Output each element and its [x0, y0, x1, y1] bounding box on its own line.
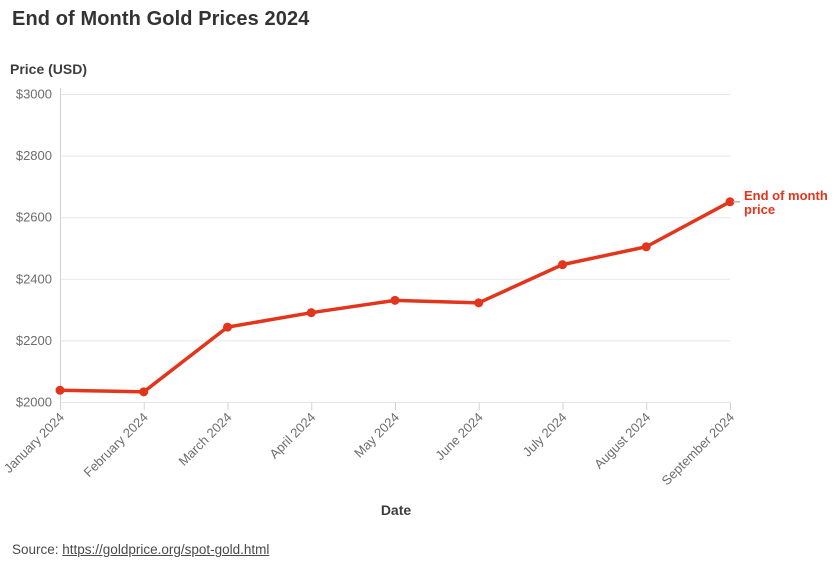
data-point — [390, 295, 400, 305]
y-tick-label: $2600 — [16, 210, 52, 225]
x-tick-label: September 2024 — [659, 410, 738, 489]
x-axis-title: Date — [380, 502, 412, 518]
data-point — [474, 298, 484, 308]
x-tick-label: March 2024 — [175, 410, 234, 469]
x-tick-label-group: August 2024 — [591, 410, 653, 472]
data-point — [725, 197, 735, 207]
data-point — [306, 308, 316, 318]
x-tick-label-group: May 2024 — [351, 410, 402, 461]
source-link[interactable]: https://goldprice.org/spot-gold.html — [62, 542, 270, 557]
x-tick-label: July 2024 — [520, 410, 570, 460]
y-tick-label: $2000 — [16, 395, 52, 410]
data-point — [223, 322, 232, 332]
data-point — [641, 242, 651, 252]
x-tick-label: February 2024 — [80, 410, 150, 480]
x-tick-label-group: March 2024 — [175, 410, 234, 469]
x-tick-label: January 2024 — [1, 410, 67, 476]
chart-title: End of Month Gold Prices 2024 — [12, 8, 310, 30]
x-tick-label: May 2024 — [351, 410, 402, 461]
y-axis-title: Price (USD) — [10, 61, 88, 77]
data-point — [558, 260, 567, 270]
x-tick-label-group: July 2024 — [520, 410, 570, 460]
y-tick-label: $2800 — [16, 148, 52, 163]
x-tick-label: April 2024 — [266, 410, 318, 462]
y-tick-label: $2400 — [16, 271, 52, 286]
source-note: Source: https://goldprice.org/spot-gold.… — [12, 542, 269, 557]
x-tick-label-group: February 2024 — [80, 410, 150, 480]
x-tick-label-group: January 2024 — [1, 410, 67, 476]
source-label: Source: — [12, 542, 63, 557]
x-tick-label: June 2024 — [432, 410, 486, 464]
series-label: End of month price — [744, 188, 828, 217]
y-tick-label: $2200 — [16, 333, 52, 348]
data-point — [55, 385, 65, 395]
y-tick-label: $3000 — [16, 87, 52, 102]
data-point — [139, 387, 149, 397]
x-tick-label-group: April 2024 — [266, 410, 318, 462]
x-tick-label: August 2024 — [591, 410, 653, 472]
x-tick-label-group: June 2024 — [432, 410, 486, 464]
x-tick-label-group: September 2024 — [659, 410, 738, 489]
